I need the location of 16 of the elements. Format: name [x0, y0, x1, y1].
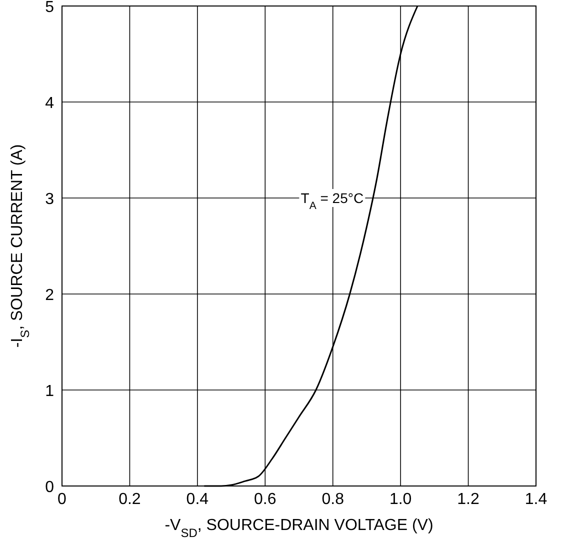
x-tick-label: 0.8	[322, 491, 344, 508]
y-tick-label: 3	[45, 191, 54, 208]
x-tick-label: 0.4	[186, 491, 209, 508]
x-tick-label: 0.6	[254, 491, 276, 508]
x-tick-label: 0.2	[118, 491, 141, 508]
y-tick-label: 4	[45, 95, 54, 112]
x-tick-label: 0	[58, 491, 67, 508]
x-tick-label: 1.0	[389, 491, 412, 508]
x-tick-label: 1.2	[457, 491, 480, 508]
y-tick-label: 2	[45, 287, 54, 304]
x-tick-label: 1.4	[524, 491, 548, 508]
y-tick-label: 1	[45, 383, 54, 400]
y-tick-label: 0	[45, 479, 54, 496]
y-tick-label: 5	[45, 0, 54, 16]
annotation: T$_{A}$ = 25°C	[300, 190, 364, 212]
x-axis-title: -V$_{SD}$, SOURCE-DRAIN VOLTAGE (V)	[164, 517, 434, 540]
